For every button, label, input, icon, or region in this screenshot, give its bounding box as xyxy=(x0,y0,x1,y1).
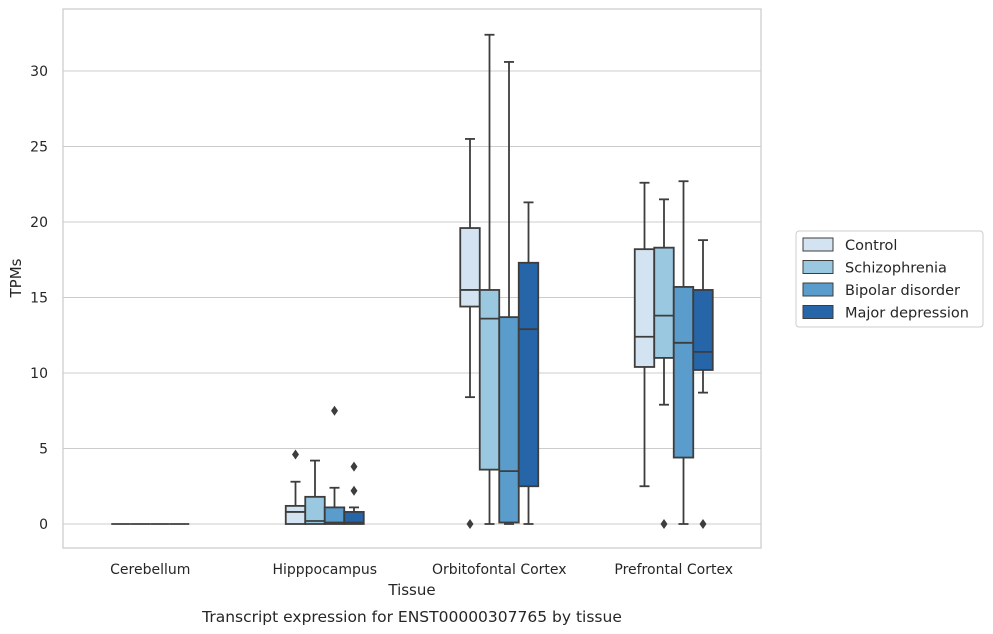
box-plot-series xyxy=(111,33,714,529)
legend-label: Schizophrenia xyxy=(845,261,947,277)
legend-label: Control xyxy=(845,238,897,254)
chart-caption: Transcript expression for ENST0000030776… xyxy=(201,608,622,626)
y-axis-label: TPMs xyxy=(7,258,25,298)
iqr-box xyxy=(672,286,695,459)
x-axis-label: Tissue xyxy=(387,581,435,599)
box-control xyxy=(284,449,307,525)
box-bipolar-disorder xyxy=(672,180,695,525)
iqr-box xyxy=(459,227,481,308)
box-schizophrenia xyxy=(653,198,675,529)
iqr-box xyxy=(633,248,656,368)
legend-swatch xyxy=(802,260,834,274)
y-tick-label: 30 xyxy=(30,64,48,80)
outlier-point xyxy=(331,405,338,416)
y-tick-label: 10 xyxy=(30,366,48,382)
box-schizophrenia xyxy=(304,459,326,525)
y-tick-label: 0 xyxy=(39,517,48,533)
legend-swatch xyxy=(802,237,834,252)
y-axis-tick-labels: 0 5 10 15 20 25 30 xyxy=(30,64,48,533)
legend-frame xyxy=(795,230,984,328)
box-schizophrenia xyxy=(478,33,501,525)
box-bipolar-disorder xyxy=(498,61,520,525)
outlier-point xyxy=(660,519,668,529)
x-tick-label: Orbitofontal Cortex xyxy=(432,562,567,578)
legend-label: Major depression xyxy=(845,306,969,322)
y-tick-label: 5 xyxy=(39,442,48,458)
outlier-point xyxy=(350,485,358,496)
legend-swatch xyxy=(802,305,834,319)
outlier-point xyxy=(699,519,707,529)
box-bipolar-disorder xyxy=(323,405,346,525)
x-tick-label: Hipppocampus xyxy=(272,562,377,578)
y-tick-label: 20 xyxy=(30,215,48,231)
plot-area-frame xyxy=(62,8,762,549)
box-control xyxy=(633,181,656,488)
box-major-depression xyxy=(517,201,540,525)
outlier-point xyxy=(350,461,358,472)
iqr-box xyxy=(692,289,714,371)
outlier-point xyxy=(466,519,474,529)
iqr-box xyxy=(498,316,520,524)
y-gridlines xyxy=(63,70,761,525)
iqr-box xyxy=(304,495,326,525)
iqr-box xyxy=(323,506,346,525)
box-major-depression xyxy=(343,461,365,525)
legend-swatch xyxy=(802,282,834,297)
legend: Control Schizophrenia Bipolar disorder Majo… xyxy=(795,230,984,328)
outlier-point xyxy=(292,449,299,460)
box-major-depression xyxy=(692,239,714,529)
iqr-box xyxy=(517,261,540,488)
x-tick-label: Cerebellum xyxy=(110,562,190,578)
iqr-box xyxy=(653,246,675,359)
y-tick-label: 25 xyxy=(30,140,48,156)
x-tick-label: Prefrontal Cortex xyxy=(614,562,733,578)
y-tick-label: 15 xyxy=(30,291,48,307)
iqr-box xyxy=(343,511,365,525)
iqr-box xyxy=(284,504,307,525)
iqr-box xyxy=(478,289,501,471)
box-control xyxy=(459,138,481,529)
legend-label: Bipolar disorder xyxy=(845,283,960,299)
x-axis-tick-labels: Cerebellum Hipppocampus Orbitofontal Corte… xyxy=(110,562,733,578)
